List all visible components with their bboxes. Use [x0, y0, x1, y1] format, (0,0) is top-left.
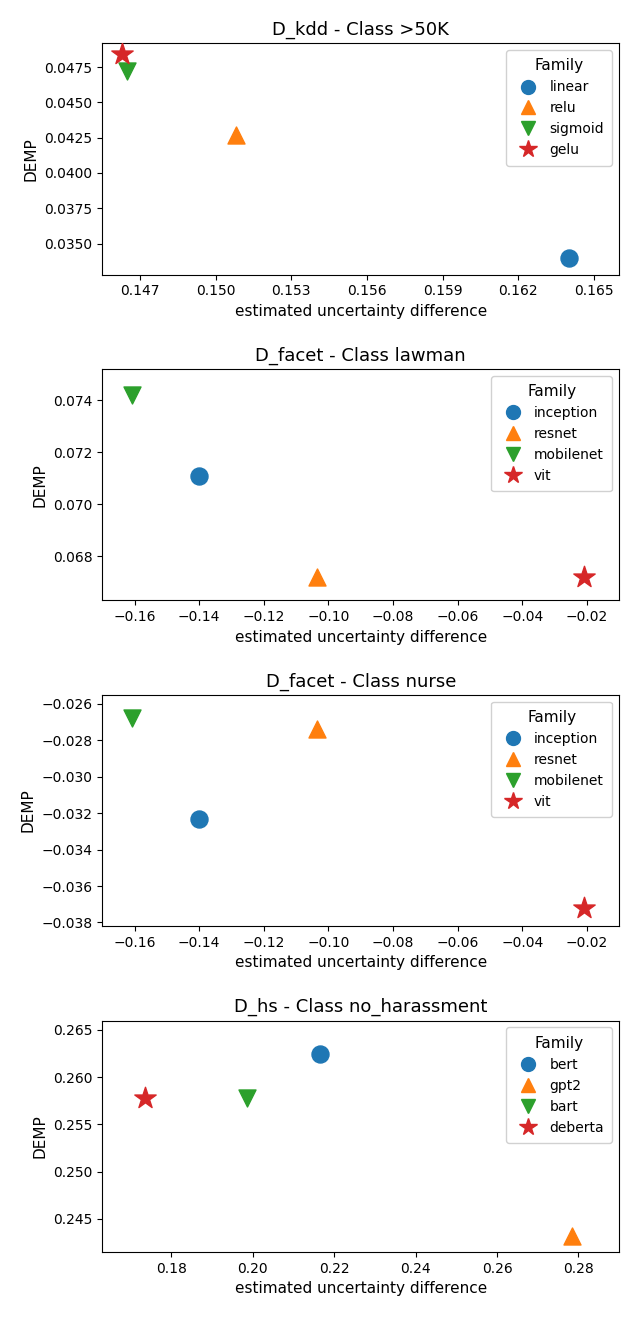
X-axis label: estimated uncertainty difference: estimated uncertainty difference — [235, 304, 487, 319]
Point — [579, 897, 589, 918]
X-axis label: estimated uncertainty difference: estimated uncertainty difference — [235, 955, 487, 971]
Point — [194, 465, 204, 486]
Y-axis label: DEMP: DEMP — [21, 789, 36, 832]
Point — [242, 1088, 252, 1109]
Y-axis label: DEMP: DEMP — [33, 462, 47, 507]
Point — [127, 707, 137, 728]
Point — [231, 124, 241, 145]
Title: D_facet - Class lawman: D_facet - Class lawman — [255, 346, 466, 365]
Point — [140, 1088, 150, 1109]
Point — [194, 809, 204, 830]
X-axis label: estimated uncertainty difference: estimated uncertainty difference — [235, 630, 487, 644]
Point — [312, 719, 322, 740]
Legend: inception, resnet, mobilenet, vit: inception, resnet, mobilenet, vit — [491, 702, 612, 817]
X-axis label: estimated uncertainty difference: estimated uncertainty difference — [235, 1281, 487, 1296]
Point — [122, 61, 132, 82]
Point — [567, 1225, 577, 1246]
Point — [127, 385, 137, 406]
Point — [312, 566, 322, 587]
Legend: bert, gpt2, bart, deberta: bert, gpt2, bart, deberta — [506, 1027, 612, 1143]
Title: D_hs - Class no_harassment: D_hs - Class no_harassment — [234, 998, 488, 1017]
Y-axis label: DEMP: DEMP — [24, 137, 39, 180]
Point — [579, 566, 589, 587]
Title: D_kdd - Class >50K: D_kdd - Class >50K — [272, 21, 449, 40]
Y-axis label: DEMP: DEMP — [33, 1114, 47, 1158]
Point — [564, 248, 574, 269]
Legend: inception, resnet, mobilenet, vit: inception, resnet, mobilenet, vit — [491, 375, 612, 491]
Title: D_facet - Class nurse: D_facet - Class nurse — [266, 673, 456, 690]
Legend: linear, relu, sigmoid, gelu: linear, relu, sigmoid, gelu — [506, 50, 612, 166]
Point — [315, 1043, 325, 1064]
Point — [117, 43, 127, 65]
